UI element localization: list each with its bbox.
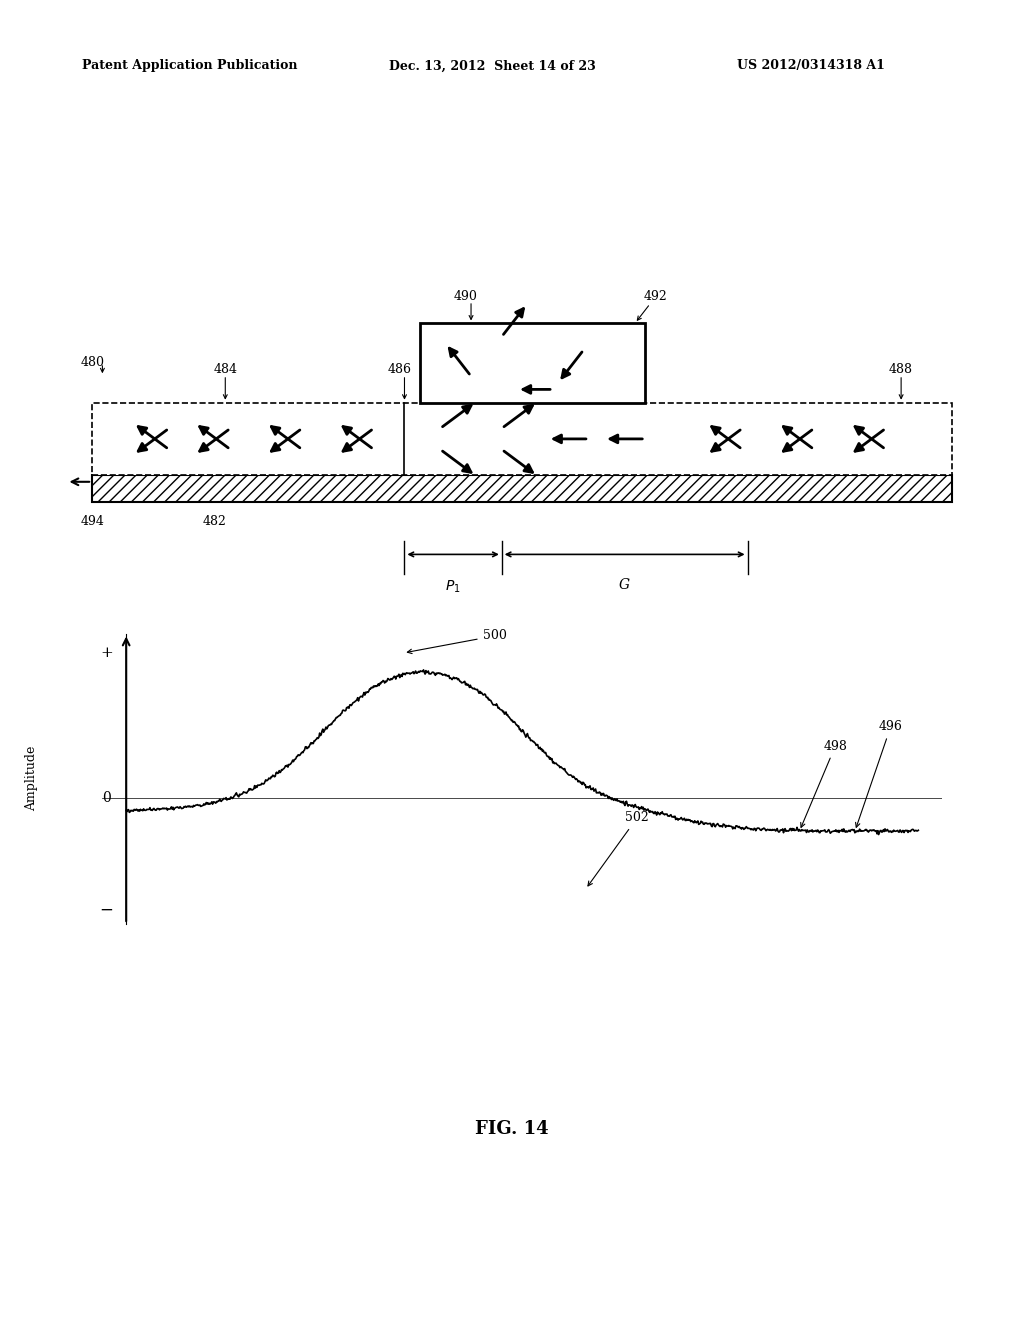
Text: Patent Application Publication: Patent Application Publication <box>82 59 297 73</box>
Text: 492: 492 <box>643 290 668 304</box>
Text: 494: 494 <box>80 515 104 528</box>
Text: 496: 496 <box>856 721 902 828</box>
FancyBboxPatch shape <box>92 475 952 502</box>
FancyBboxPatch shape <box>420 323 645 403</box>
Text: 484: 484 <box>213 363 238 376</box>
Text: 488: 488 <box>889 363 913 376</box>
Text: Dec. 13, 2012  Sheet 14 of 23: Dec. 13, 2012 Sheet 14 of 23 <box>389 59 596 73</box>
Text: 480: 480 <box>80 356 104 370</box>
Text: 0: 0 <box>102 791 111 805</box>
FancyBboxPatch shape <box>92 403 952 475</box>
Text: 482: 482 <box>203 515 227 528</box>
Text: G: G <box>620 578 630 593</box>
Text: +: + <box>100 645 113 660</box>
Text: 498: 498 <box>801 739 847 828</box>
Text: −: − <box>99 902 114 919</box>
Text: 500: 500 <box>408 630 507 653</box>
Text: $P_1$: $P_1$ <box>445 578 461 594</box>
Text: FIG. 14: FIG. 14 <box>475 1119 549 1138</box>
Text: 486: 486 <box>387 363 412 376</box>
Text: US 2012/0314318 A1: US 2012/0314318 A1 <box>737 59 885 73</box>
Text: 502: 502 <box>588 812 649 886</box>
Text: Amplitude: Amplitude <box>25 746 38 812</box>
Text: 490: 490 <box>454 290 478 304</box>
